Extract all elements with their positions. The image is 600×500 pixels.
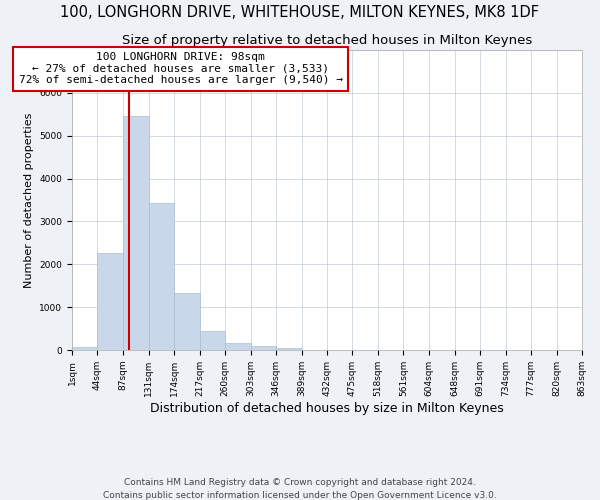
Text: Contains HM Land Registry data © Crown copyright and database right 2024.
Contai: Contains HM Land Registry data © Crown c… bbox=[103, 478, 497, 500]
Bar bbox=[175, 292, 200, 350]
Title: Size of property relative to detached houses in Milton Keynes: Size of property relative to detached ho… bbox=[122, 34, 532, 48]
Bar bbox=[149, 204, 175, 350]
Text: 100 LONGHORN DRIVE: 98sqm
← 27% of detached houses are smaller (3,533)
72% of se: 100 LONGHORN DRIVE: 98sqm ← 27% of detac… bbox=[19, 52, 343, 86]
Text: 100, LONGHORN DRIVE, WHITEHOUSE, MILTON KEYNES, MK8 1DF: 100, LONGHORN DRIVE, WHITEHOUSE, MILTON … bbox=[61, 5, 539, 20]
Bar bbox=[225, 342, 251, 350]
Y-axis label: Number of detached properties: Number of detached properties bbox=[24, 112, 34, 288]
Bar bbox=[276, 348, 302, 350]
Bar bbox=[200, 331, 225, 350]
Bar bbox=[97, 252, 123, 350]
X-axis label: Distribution of detached houses by size in Milton Keynes: Distribution of detached houses by size … bbox=[150, 402, 504, 414]
Bar bbox=[251, 346, 276, 350]
Bar bbox=[123, 116, 149, 350]
Bar bbox=[72, 348, 97, 350]
